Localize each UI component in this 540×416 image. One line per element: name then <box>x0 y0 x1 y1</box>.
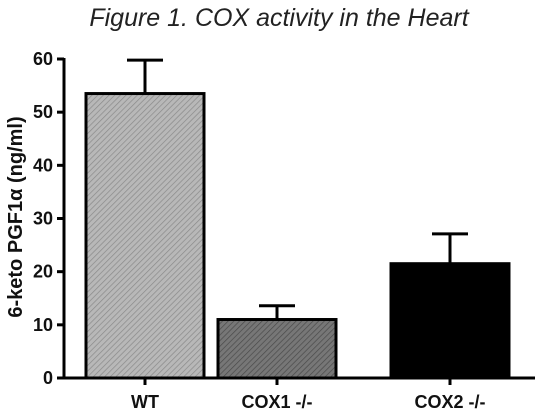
y-tick-label-20: 20 <box>33 262 53 282</box>
bar-3 <box>389 262 511 380</box>
y-tick-label-60: 60 <box>33 49 53 69</box>
x-tick-label-1: WT <box>131 392 159 412</box>
y-tick-label-10: 10 <box>33 315 53 335</box>
bar-1 <box>84 92 206 380</box>
x-tick-label-2: COX1 -/- <box>241 392 312 412</box>
bar-2 <box>216 318 338 380</box>
x-tick-label-3: COX2 -/- <box>414 392 485 412</box>
chart-title: Figure 1. COX activity in the Heart <box>89 4 469 32</box>
y-tick-label-0: 0 <box>43 368 53 388</box>
y-tick-label-50: 50 <box>33 102 53 122</box>
plot-area: WT COX1 -/- COX2 -/- 0 10 20 30 40 50 60 <box>33 49 535 412</box>
y-tick-label-40: 40 <box>33 155 53 175</box>
y-tick-label-30: 30 <box>33 209 53 229</box>
y-axis-label: 6-keto PGF1α (ng/ml) <box>5 116 27 317</box>
